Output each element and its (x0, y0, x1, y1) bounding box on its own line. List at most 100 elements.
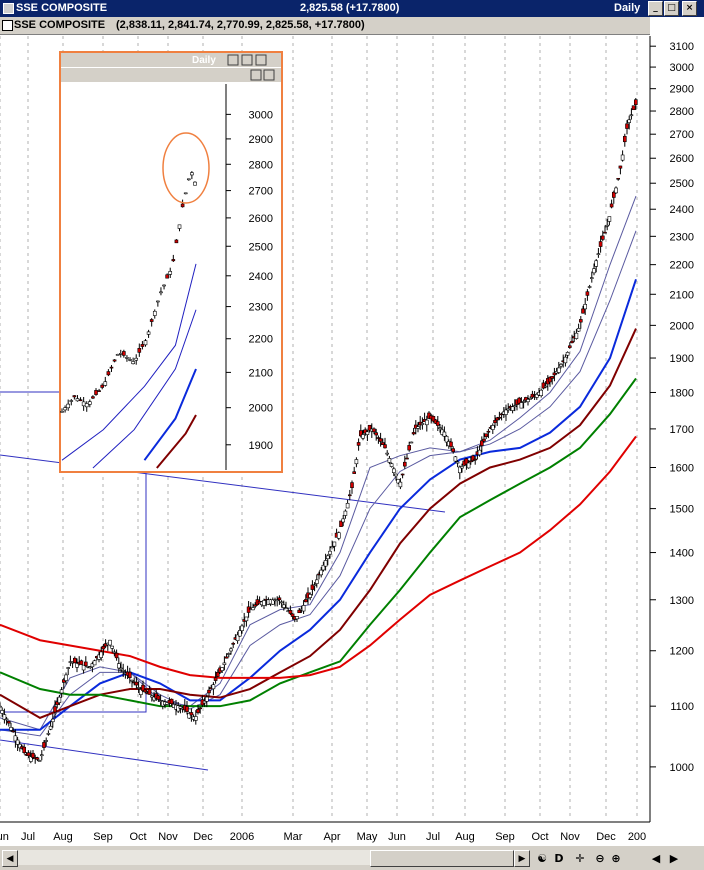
inset-minimize-icon[interactable] (227, 54, 239, 66)
candle-body (556, 367, 561, 373)
crosshair-icon[interactable]: ✛ (575, 852, 585, 865)
scroll-left-icon[interactable]: ◀ (2, 850, 18, 867)
candle-body (53, 706, 57, 713)
candle-body (227, 653, 231, 655)
candle-body (178, 706, 183, 709)
candle-body (114, 652, 119, 659)
candle-body (72, 395, 77, 398)
candle-body (482, 438, 486, 442)
info-ohlc-values: (2,838.11, 2,841.74, 2,770.99, 2,825.58,… (116, 19, 365, 31)
maximize-icon[interactable]: □ (664, 1, 679, 16)
candle-body (301, 605, 306, 612)
candle-body (372, 428, 376, 433)
inset-chart-window[interactable]: Daily 3000 2900 2800 2700 2600 2500 2400 2300 22… (59, 51, 283, 473)
time-axis: Jun Jul Aug Sep Oct Nov Dec 2006 Mar Apr May Jun Jul… (0, 821, 650, 843)
period-daily-icon[interactable]: D (554, 852, 564, 865)
price-chart[interactable]: 3100 3000 2900 2800 2700 2600 2500 2400 2300 2200… (0, 0, 704, 845)
candle-body (17, 743, 22, 749)
candle-body (473, 458, 478, 461)
candle-body (162, 284, 166, 287)
price-tick-label: 2900 (670, 84, 694, 96)
candle-body (319, 569, 324, 576)
candle-body (543, 385, 548, 388)
candle-body (13, 735, 18, 742)
close-icon[interactable]: × (682, 1, 697, 16)
inset-price-tick-label: 2600 (249, 213, 273, 225)
candle-body (79, 660, 84, 665)
price-tick-label: 1200 (670, 646, 694, 658)
candle-body (35, 757, 40, 760)
price-tick-label: 2700 (670, 129, 694, 141)
candle-body (146, 331, 151, 335)
x-tick-label: Apr (323, 831, 340, 843)
candle-body (512, 405, 517, 407)
candle-body (435, 421, 440, 426)
candle-body (103, 381, 108, 386)
candle-body (81, 401, 86, 407)
candle-body (231, 642, 235, 645)
info-symbol: SSE COMPOSITE (14, 19, 106, 31)
candle-body (115, 353, 120, 356)
inset-sub-restore-icon[interactable] (250, 69, 262, 81)
candle-body (152, 310, 157, 316)
candle-body (156, 300, 160, 303)
candle-body (235, 634, 240, 641)
candle-body (589, 277, 594, 279)
candle-body (64, 674, 68, 681)
candle-body (411, 432, 416, 435)
candle-body (88, 401, 92, 405)
series-checkbox[interactable] (2, 20, 13, 31)
pan-left-icon[interactable]: ◀ (651, 852, 661, 865)
refresh-icon[interactable]: ☯ (537, 852, 547, 865)
candle-body (84, 661, 88, 667)
scroll-thumb[interactable] (370, 850, 514, 867)
candle-body (347, 494, 352, 497)
candle-body (310, 584, 315, 590)
candle-body (350, 482, 354, 489)
inset-maximize-icon[interactable] (241, 54, 253, 66)
price-tick-label: 1100 (670, 701, 694, 713)
zoom-out-icon[interactable]: ⊖ (595, 852, 605, 865)
candle-body (275, 599, 280, 602)
candle-body (330, 546, 335, 549)
candle-body (614, 187, 618, 194)
candle-body (270, 599, 275, 605)
candle-body (4, 718, 9, 721)
candle-body (177, 224, 182, 229)
x-tick-label: May (357, 831, 378, 843)
candle-body (57, 696, 62, 703)
price-tick-label: 1800 (670, 387, 694, 399)
candle-body (380, 442, 385, 445)
candle-body (603, 231, 607, 234)
candle-body (367, 424, 372, 431)
scroll-right-icon[interactable]: ▶ (514, 850, 530, 867)
price-tick-label: 1600 (670, 462, 694, 474)
candle-body (341, 518, 346, 523)
candle-body (134, 357, 139, 361)
candle-body (281, 604, 286, 608)
candle-body (471, 455, 475, 461)
candle-body (136, 687, 141, 689)
candle-body (457, 466, 462, 474)
x-tick-label: Nov (560, 831, 580, 843)
candle-body (42, 742, 46, 748)
candle-body (141, 684, 145, 692)
candle-body (376, 437, 381, 439)
pan-right-icon[interactable]: ▶ (669, 852, 679, 865)
inset-close-icon[interactable] (255, 54, 267, 66)
zoom-in-icon[interactable]: ⊕ (611, 852, 621, 865)
inset-sub-close-icon[interactable] (263, 69, 275, 81)
candle-body (583, 304, 588, 310)
candle-body (405, 457, 409, 460)
candle-body (396, 479, 401, 484)
minimize-icon[interactable]: _ (648, 1, 663, 16)
candle-body (100, 384, 104, 388)
candle-body (383, 444, 387, 449)
candle-body (0, 710, 4, 714)
candle-body (277, 597, 282, 601)
candle-body (297, 609, 302, 614)
candle-body (625, 123, 629, 129)
candle-body (187, 713, 191, 719)
x-tick-label: 200 (628, 831, 646, 843)
inset-price-tick-label: 1900 (249, 440, 273, 452)
